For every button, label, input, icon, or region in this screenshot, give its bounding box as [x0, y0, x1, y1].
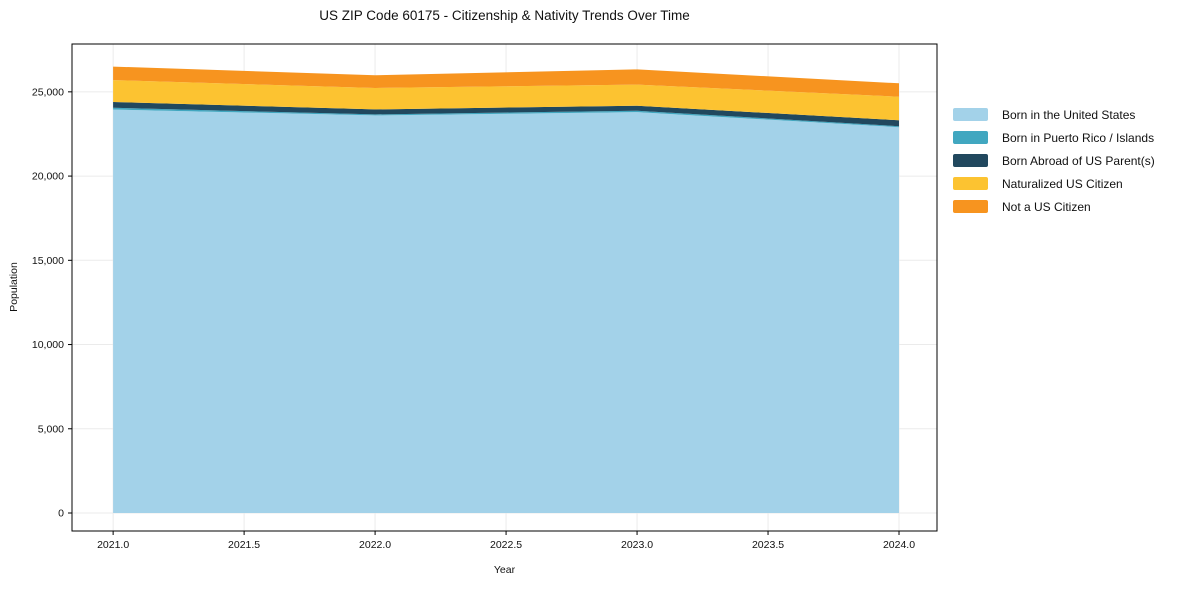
plot-border: [71, 43, 938, 532]
x-tick-label: 2022.5: [490, 539, 522, 551]
area-not-a-us-citizen: [113, 66, 900, 97]
legend-swatch-born-in-the-united-states: [953, 108, 988, 121]
x-tick-label: 2024.0: [883, 539, 915, 551]
legend-item-born-abroad-of-us-parent-s: Born Abroad of US Parent(s): [953, 149, 1155, 172]
y-tick-label: 5,000: [38, 423, 64, 435]
x-axis-label: Year: [493, 564, 516, 576]
legend-swatch-born-in-puerto-rico-islands: [953, 131, 988, 144]
x-tick-label: 2023.5: [752, 539, 784, 551]
legend-label: Born Abroad of US Parent(s): [1002, 153, 1155, 168]
legend-item-born-in-the-united-states: Born in the United States: [953, 103, 1155, 126]
legend-label: Naturalized US Citizen: [1002, 176, 1123, 191]
area-born-abroad-of-us-parent-s: [113, 102, 900, 127]
x-tick-label: 2023.0: [621, 539, 653, 551]
area-born-in-puerto-rico-islands: [113, 107, 900, 128]
y-tick-label: 10,000: [32, 339, 64, 351]
x-tick-label: 2022.0: [359, 539, 391, 551]
legend-label: Born in the United States: [1002, 107, 1136, 122]
legend-item-born-in-puerto-rico-islands: Born in Puerto Rico / Islands: [953, 126, 1155, 149]
legend-label: Not a US Citizen: [1002, 199, 1091, 214]
y-tick-label: 0: [58, 508, 64, 520]
y-tick-label: 20,000: [32, 171, 64, 183]
legend-swatch-not-a-us-citizen: [953, 200, 988, 213]
area-born-in-the-united-states: [113, 109, 900, 513]
y-tick-label: 25,000: [32, 86, 64, 98]
x-tick-label: 2021.0: [97, 539, 129, 551]
legend-swatch-naturalized-us-citizen: [953, 177, 988, 190]
chart-title: US ZIP Code 60175 - Citizenship & Nativi…: [319, 8, 690, 23]
legend: Born in the United States Born in Puerto …: [953, 103, 1155, 218]
legend-item-not-a-us-citizen: Not a US Citizen: [953, 195, 1155, 218]
legend-label: Born in Puerto Rico / Islands: [1002, 130, 1155, 145]
x-tick-label: 2021.5: [228, 539, 260, 551]
y-axis-label: Population: [8, 262, 20, 312]
legend-swatch-born-abroad-of-us-parent-s: [953, 154, 988, 167]
legend-item-naturalized-us-citizen: Naturalized US Citizen: [953, 172, 1155, 195]
y-tick-label: 15,000: [32, 255, 64, 267]
area-naturalized-us-citizen: [113, 80, 900, 121]
